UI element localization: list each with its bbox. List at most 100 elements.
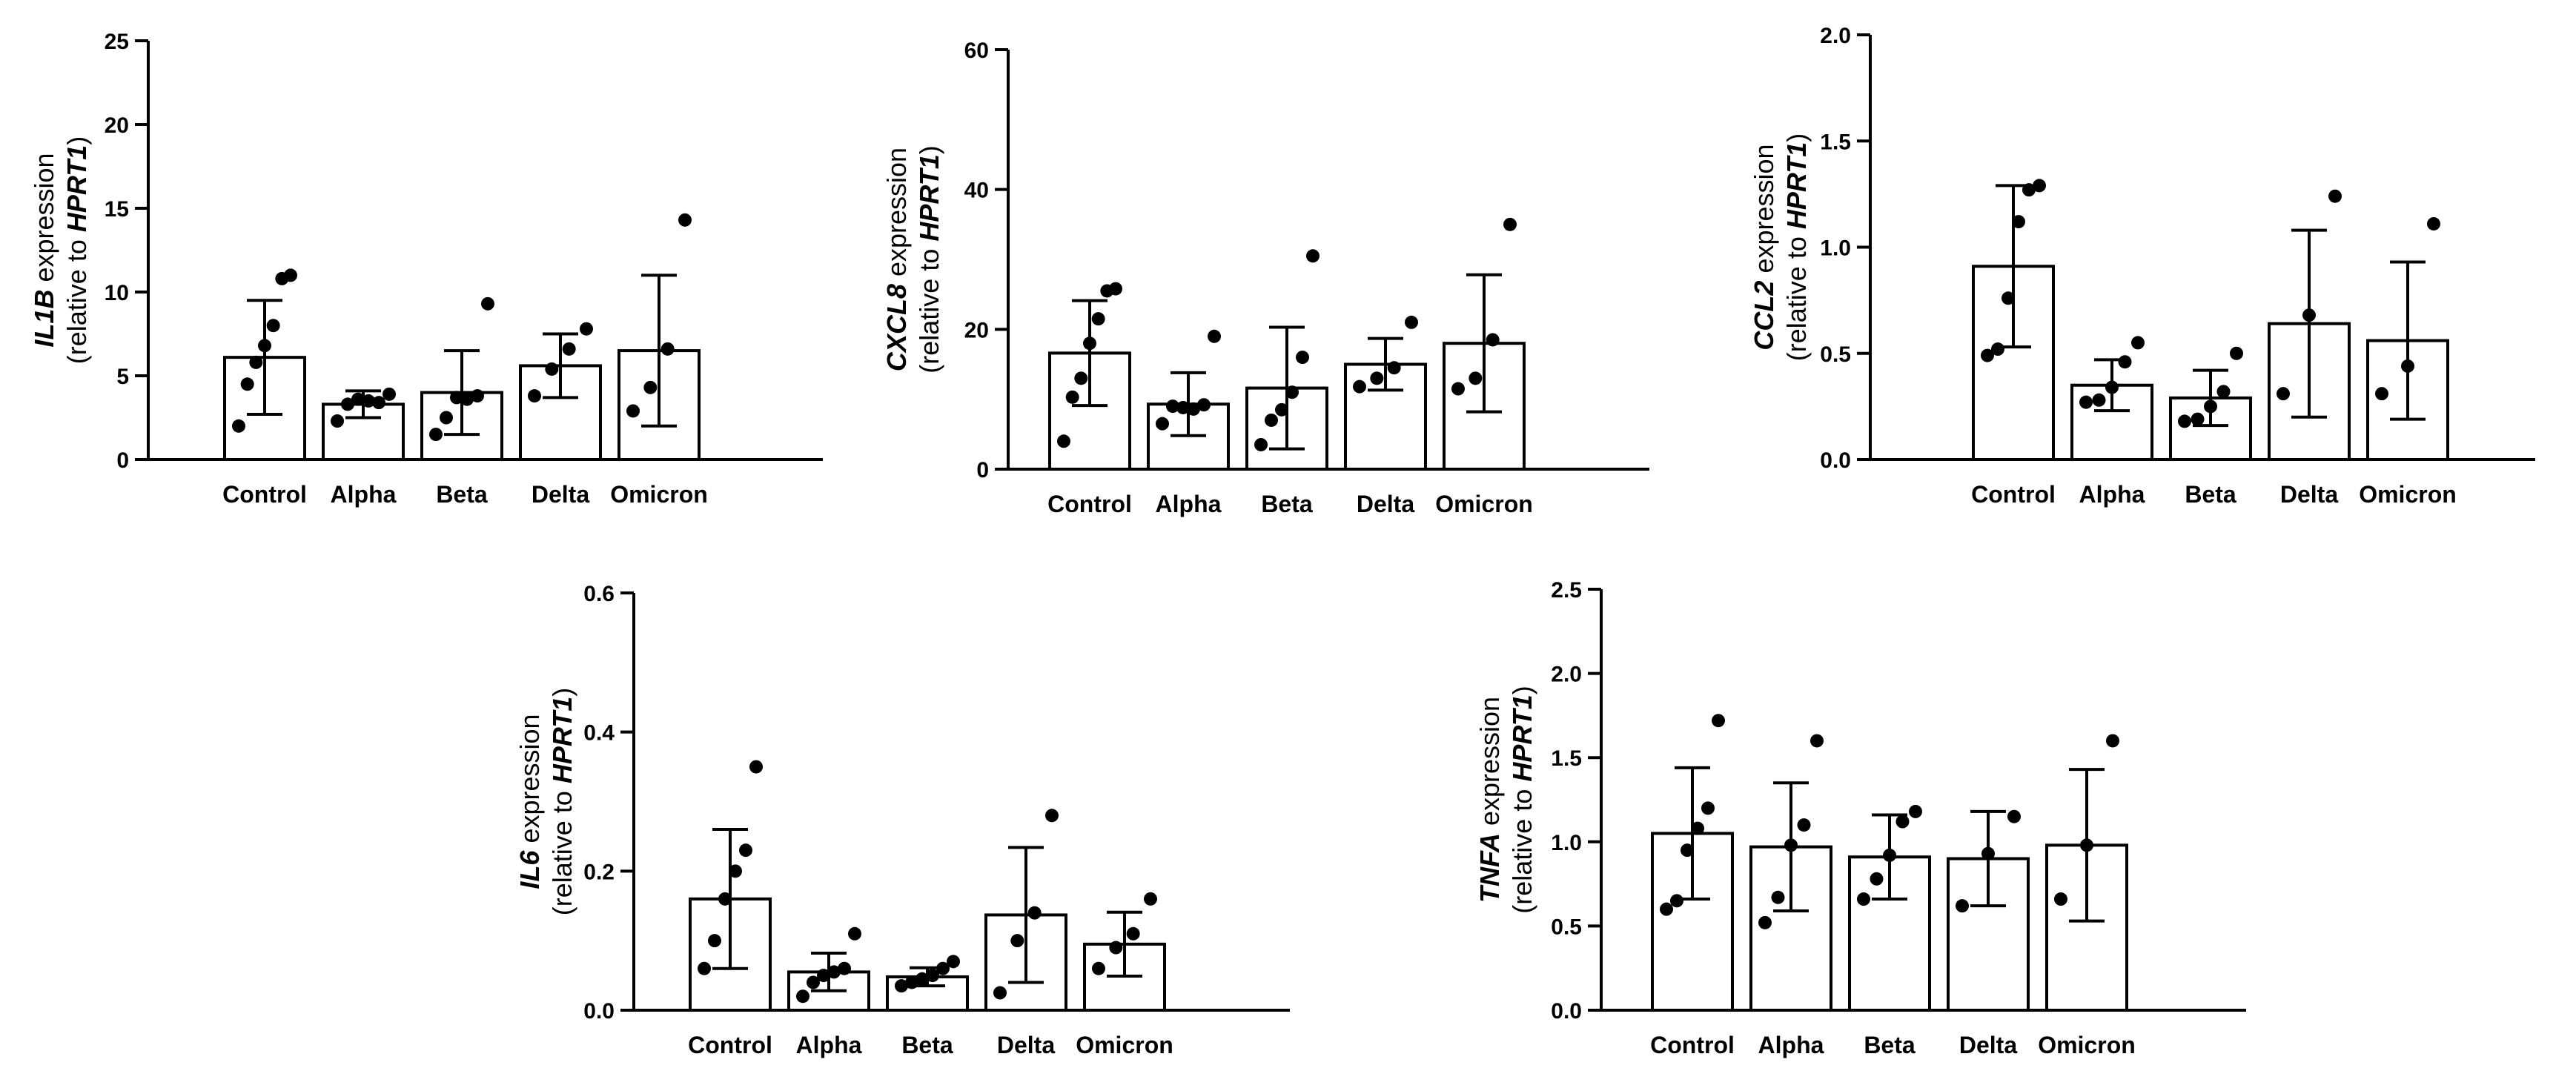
data-point [1057,434,1070,448]
category-label-delta: Delta [1959,1032,2017,1058]
data-point [341,397,354,411]
y-tick-label: 0.2 [583,860,615,884]
data-point [2079,395,2093,409]
data-point [2216,385,2231,399]
data-point [1176,400,1190,414]
data-point [471,389,484,403]
data-point [1091,312,1105,326]
category-label-omicron: Omicron [2038,1032,2136,1058]
y-tick-label: 2.5 [1551,578,1582,603]
data-point [1660,902,1673,916]
y-tick-label: 0.0 [1820,448,1851,473]
y-axis-label: IL6 expression(relative to HPRT1) [514,688,577,915]
data-point [2178,414,2191,428]
data-point [1156,417,1169,431]
data-point [1991,342,2004,357]
y-axis-label-prefix: (relative to [547,783,577,915]
data-point [2022,183,2036,197]
data-point [545,362,559,376]
data-point [2427,216,2440,231]
data-point [1486,333,1500,347]
data-point [2118,355,2132,369]
data-point [1451,382,1465,396]
data-point [698,961,711,975]
data-point [383,387,396,401]
y-axis-gene: IL1B [29,290,59,348]
data-point [739,843,752,858]
y-axis-reference-gene: HPRT1 [914,154,944,241]
data-point [1691,821,1704,835]
category-label-control: Control [688,1032,772,1058]
y-axis-label-prefix: (relative to [62,232,92,364]
data-point [232,419,245,433]
data-point [905,975,918,989]
category-label-delta: Delta [997,1032,1055,1058]
category-label-control: Control [1047,491,1132,517]
category-label-beta: Beta [1864,1032,1916,1058]
y-tick-label: 0 [116,448,129,473]
y-tick-label: 1.0 [1551,831,1582,855]
data-point [2092,393,2106,407]
y-tick-label: 0.4 [583,721,615,746]
y-tick-label: 40 [964,179,989,203]
data-point [2328,189,2342,203]
data-point [2080,838,2093,852]
data-point [1144,892,1157,906]
data-point [1126,926,1140,941]
y-tick-label: 15 [105,197,129,222]
data-point [643,380,658,394]
data-point [266,319,280,333]
data-point [1883,848,1896,862]
data-point [2001,291,2015,305]
y-tick-label: 60 [964,39,989,63]
y-axis-gene: TNFA [1474,833,1505,903]
y-axis-label-line1: IL1B expression [29,153,59,347]
category-label-alpha: Alpha [1156,491,1222,517]
data-point [993,986,1007,1000]
data-point [1956,899,1969,913]
y-tick-label: 25 [105,30,129,54]
y-axis-label-suffix: expression [881,147,912,284]
y-axis-label: TNFA expression(relative to HPRT1) [1474,686,1537,913]
data-point [1254,437,1268,451]
y-axis-label-line1: CCL2 expression [1749,144,1779,350]
data-point [1469,371,1483,385]
data-point [729,864,742,878]
category-label-beta: Beta [436,481,488,508]
category-label-control: Control [222,481,307,508]
category-label-omicron: Omicron [2359,481,2457,508]
y-tick-label: 0.5 [1820,342,1851,367]
category-label-alpha: Alpha [1758,1032,1824,1058]
data-point [678,213,692,227]
y-axis-label-suffix: expression [1474,697,1505,833]
y-axis-label-suffix: expression [514,714,545,850]
data-point [1771,890,1785,904]
data-point [817,969,830,983]
data-point [926,969,939,983]
y-tick-label: 0.5 [1551,915,1582,939]
category-label-alpha: Alpha [2079,481,2145,508]
data-point [258,339,271,353]
data-point [1010,934,1024,948]
y-tick-label: 10 [105,281,129,305]
data-point [1784,838,1798,852]
y-tick-label: 20 [105,113,129,138]
y-axis-label-line2: (relative to HPRT1) [547,688,577,915]
data-point [351,392,365,406]
y-axis-label-line2: (relative to HPRT1) [1781,133,1812,361]
data-point [1275,402,1288,417]
data-point [2375,387,2388,401]
y-axis-reference-gene: HPRT1 [1507,694,1537,781]
y-axis-label-close: ) [547,688,577,697]
data-point [626,404,640,418]
data-point [580,322,593,336]
data-point [895,979,908,993]
data-point [807,975,820,989]
data-point [2131,336,2145,350]
category-label-beta: Beta [2185,481,2236,508]
data-point [1306,249,1320,263]
y-tick-label: 0.0 [1551,999,1582,1024]
y-tick-label: 0.6 [583,582,615,606]
data-point [936,961,950,975]
data-point [440,411,453,425]
